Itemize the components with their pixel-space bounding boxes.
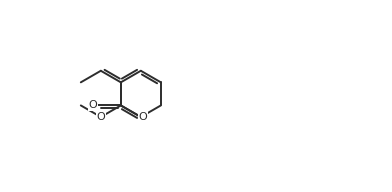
Text: O: O bbox=[96, 112, 105, 122]
Text: O: O bbox=[139, 112, 147, 122]
Text: O: O bbox=[89, 100, 98, 110]
